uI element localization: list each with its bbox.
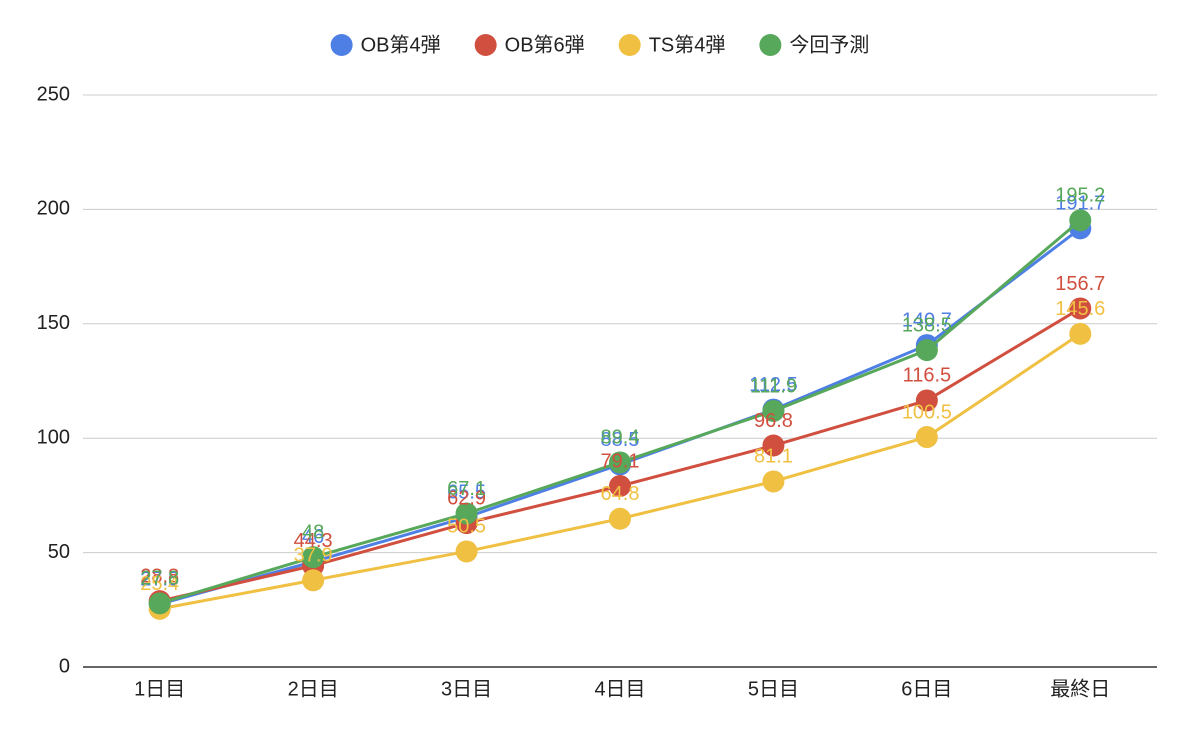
x-tick-label: 4日目 [594, 678, 645, 700]
data-point [302, 546, 325, 569]
legend-label: 今回予測 [789, 33, 869, 56]
data-label: 195.2 [1055, 185, 1105, 207]
data-label: 46 [302, 526, 324, 548]
legend-marker [330, 34, 353, 56]
data-label: 111.9 [750, 375, 797, 397]
data-point [609, 475, 631, 498]
data-label: 156.7 [1055, 273, 1105, 295]
y-tick-label: 150 [37, 312, 70, 334]
data-point [1069, 322, 1092, 345]
data-point [762, 470, 785, 493]
legend: OB第4弾 OB第6弾 TS第4弾 今回予測 [330, 33, 869, 56]
legend-label: TS第4弾 [649, 33, 726, 56]
data-point [148, 592, 171, 615]
data-point [915, 339, 938, 362]
data-label: 37.9 [294, 545, 333, 567]
x-tick-label: 3日目 [441, 678, 492, 700]
legend-marker [474, 34, 497, 56]
data-point [609, 451, 631, 474]
data-label: 28.8 [140, 565, 179, 587]
data-label: 112.5 [749, 374, 798, 396]
data-label: 140.7 [902, 309, 952, 331]
data-label: 81.1 [754, 446, 793, 468]
data-label: 138.5 [902, 314, 952, 336]
data-point [455, 502, 478, 525]
y-tick-label: 250 [37, 83, 70, 105]
data-label: 191.7 [1055, 193, 1105, 215]
data-point [609, 507, 631, 530]
data-point [915, 426, 938, 449]
data-label: 44.3 [294, 530, 333, 552]
data-label: 79.1 [601, 450, 640, 472]
data-point [1069, 297, 1092, 320]
legend-label: OB第6弾 [505, 33, 585, 56]
y-tick-label: 200 [37, 198, 70, 220]
x-tick-label: 1日目 [134, 678, 185, 700]
data-label: 96.8 [754, 410, 793, 432]
x-tick-label: 6日目 [901, 678, 952, 700]
x-tick-label: 5日目 [748, 678, 799, 700]
data-point [915, 389, 938, 412]
data-point [302, 569, 325, 592]
data-label: 65.5 [447, 481, 486, 503]
y-tick-label: 50 [48, 541, 70, 563]
y-tick-label: 100 [37, 426, 70, 448]
data-label: 27.5 [140, 568, 179, 590]
data-label: 50.5 [447, 516, 486, 538]
x-tick-label: 最終日 [1050, 677, 1110, 700]
data-label: 145.6 [1055, 298, 1105, 320]
data-label: 89.4 [601, 427, 640, 449]
x-tick-label: 2日目 [288, 678, 339, 700]
data-label: 100.5 [902, 401, 952, 423]
data-point [762, 434, 785, 457]
legend-marker [618, 34, 641, 56]
data-label: 27.8 [140, 568, 179, 590]
data-label: 48 [302, 521, 324, 543]
data-point [762, 399, 785, 422]
y-tick-label: 0 [59, 655, 70, 677]
legend-label: OB第4弾 [361, 33, 441, 56]
data-label: 67.1 [447, 478, 486, 500]
data-point [455, 540, 478, 563]
data-label: 88.5 [601, 429, 640, 451]
legend-marker [759, 34, 782, 56]
data-point [1069, 209, 1092, 232]
data-label: 62.9 [447, 487, 486, 509]
data-label: 64.8 [601, 483, 640, 505]
data-label: 116.5 [903, 365, 952, 387]
data-label: 25.4 [140, 573, 179, 595]
